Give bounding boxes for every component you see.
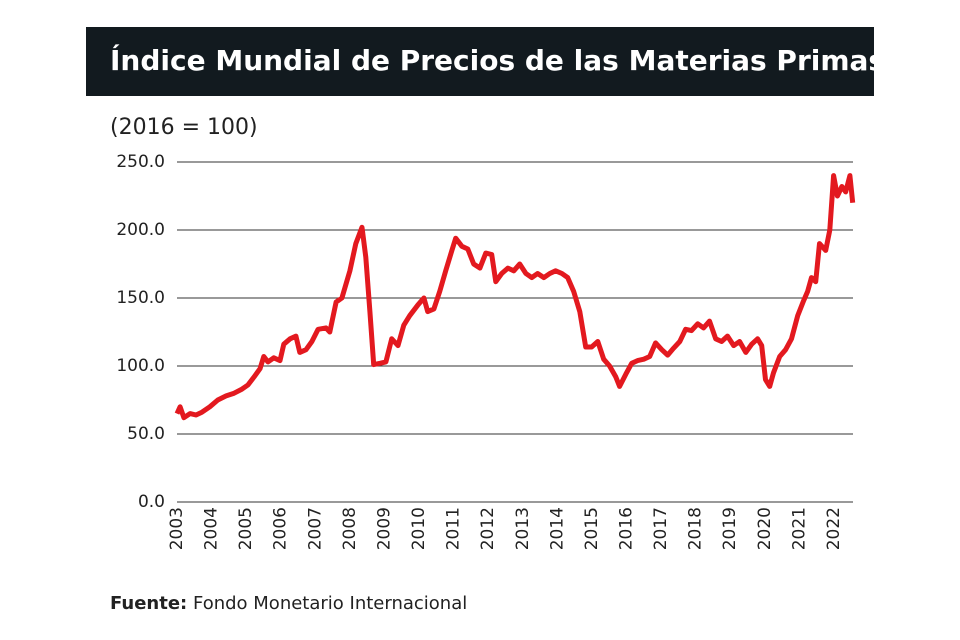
y-tick-label: 200.0	[116, 220, 165, 240]
x-tick-label: 2014	[547, 507, 567, 550]
x-tick-label: 2020	[755, 507, 775, 550]
x-tick-label: 2021	[789, 507, 809, 550]
chart-title: Índice Mundial de Precios de las Materia…	[110, 43, 885, 77]
y-tick-label: 0.0	[138, 492, 165, 512]
x-tick-label: 2013	[513, 507, 533, 550]
x-tick-label: 2022	[824, 507, 844, 550]
subtitle: (2016 = 100)	[110, 115, 258, 140]
x-tick-label: 2003	[167, 507, 187, 550]
x-tick-label: 2006	[271, 507, 291, 550]
x-tick-label: 2017	[651, 507, 671, 550]
x-tick-label: 2007	[305, 507, 325, 550]
x-tick-label: 2008	[340, 507, 360, 550]
y-tick-label: 50.0	[127, 424, 165, 444]
source: Fuente: Fondo Monetario Internacional	[110, 593, 467, 614]
x-tick-label: 2004	[202, 507, 222, 550]
x-tick-label: 2011	[444, 507, 464, 550]
x-tick-label: 2005	[236, 507, 256, 550]
y-tick-label: 100.0	[116, 356, 165, 376]
line	[174, 173, 856, 421]
x-tick-label: 2009	[374, 507, 394, 550]
y-tick-label: 150.0	[116, 288, 165, 308]
source-label: Fuente:	[110, 593, 187, 614]
y-tick-label: 250.0	[116, 152, 165, 172]
x-tick-label: 2018	[686, 507, 706, 550]
x-tick-label: 2015	[582, 507, 602, 550]
x-tick-label: 2010	[409, 507, 429, 550]
x-tick-label: 2012	[478, 507, 498, 550]
x-tick-label: 2019	[720, 507, 740, 550]
x-tick-label: 2016	[617, 507, 637, 550]
title-bar	[86, 27, 874, 96]
source-text: Fondo Monetario Internacional	[193, 593, 467, 614]
